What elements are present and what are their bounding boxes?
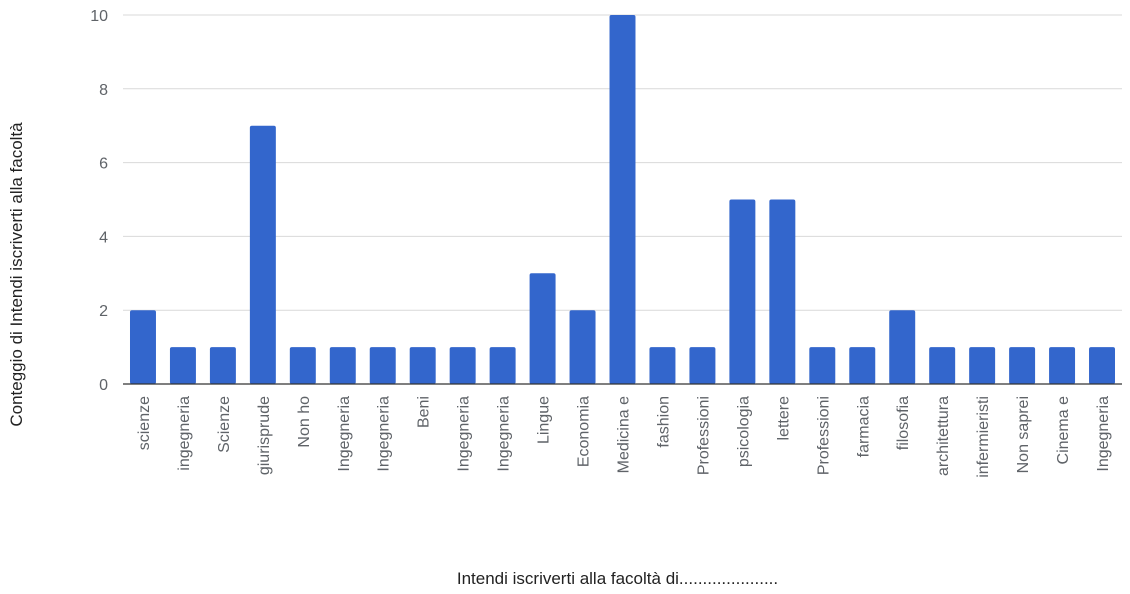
x-tick-label: giurisprude xyxy=(256,396,273,475)
x-tick-label: Ingegneria xyxy=(496,396,513,472)
bar-3[interactable] xyxy=(249,125,276,384)
bar-21[interactable] xyxy=(969,347,996,384)
y-tick-label: 4 xyxy=(99,229,108,246)
bar-15[interactable] xyxy=(729,199,756,385)
x-tick-label: psicologia xyxy=(735,396,752,467)
x-tick-label: Non ho xyxy=(296,396,313,448)
bars xyxy=(129,15,1116,385)
bar-2[interactable] xyxy=(209,347,236,384)
bar-0[interactable] xyxy=(129,310,156,384)
bar-10[interactable] xyxy=(529,273,556,384)
x-tick-label: Professioni xyxy=(815,396,832,475)
bar-17[interactable] xyxy=(809,347,836,384)
bar-14[interactable] xyxy=(689,347,716,384)
bar-6[interactable] xyxy=(369,347,396,384)
x-tick-label: Ingegneria xyxy=(456,396,473,472)
y-tick-label: 2 xyxy=(99,303,108,320)
x-tick-label: fashion xyxy=(655,396,672,448)
bar-11[interactable] xyxy=(569,310,596,384)
bar-23[interactable] xyxy=(1049,347,1076,384)
bar-24[interactable] xyxy=(1089,347,1116,384)
y-tick-label: 8 xyxy=(99,82,108,99)
bar-18[interactable] xyxy=(849,347,876,384)
x-tick-label: Economia xyxy=(576,396,593,467)
x-tick-label: ingegneria xyxy=(176,396,193,471)
x-tick-label: scienze xyxy=(136,396,153,450)
x-tick-label: Beni xyxy=(416,396,433,428)
y-tick-label: 0 xyxy=(99,377,108,394)
x-tick-label: lettere xyxy=(775,396,792,441)
bar-1[interactable] xyxy=(169,347,196,384)
bar-4[interactable] xyxy=(289,347,316,384)
x-tick-label: Lingue xyxy=(536,396,553,444)
x-tick-label: Cinema e xyxy=(1055,396,1072,465)
bar-22[interactable] xyxy=(1009,347,1036,384)
x-tick-label: farmacia xyxy=(855,396,872,457)
bar-20[interactable] xyxy=(929,347,956,384)
bar-12[interactable] xyxy=(609,15,636,384)
x-tick-label: Ingegneria xyxy=(336,396,353,472)
y-axis-ticks: 0 2 4 6 8 10 xyxy=(90,8,108,394)
x-axis-title: Intendi iscriverti alla facoltà di......… xyxy=(457,569,778,588)
bar-13[interactable] xyxy=(649,347,676,384)
x-axis-ticks: scienze ingegneria Scienze giurisprude Non h… xyxy=(136,396,1112,478)
bar-16[interactable] xyxy=(769,199,796,385)
bar-5[interactable] xyxy=(329,347,356,384)
bar-9[interactable] xyxy=(489,347,516,384)
x-tick-label: architettura xyxy=(935,396,952,476)
y-tick-label: 10 xyxy=(90,8,108,25)
bar-8[interactable] xyxy=(449,347,476,384)
x-tick-label: Professioni xyxy=(695,396,712,475)
x-tick-label: infermieristi xyxy=(975,396,992,478)
x-tick-label: Ingegneria xyxy=(376,396,393,472)
bar-7[interactable] xyxy=(409,347,436,384)
x-tick-label: Ingegneria xyxy=(1095,396,1112,472)
y-axis-title: Conteggio di Intendi iscriverti alla fac… xyxy=(7,122,26,427)
x-tick-label: Non saprei xyxy=(1015,396,1032,473)
x-tick-label: Medicina e xyxy=(616,396,633,473)
x-tick-label: Scienze xyxy=(216,396,233,453)
x-tick-label: filosofia xyxy=(895,396,912,450)
y-tick-label: 6 xyxy=(99,156,108,173)
bar-19[interactable] xyxy=(889,310,916,384)
